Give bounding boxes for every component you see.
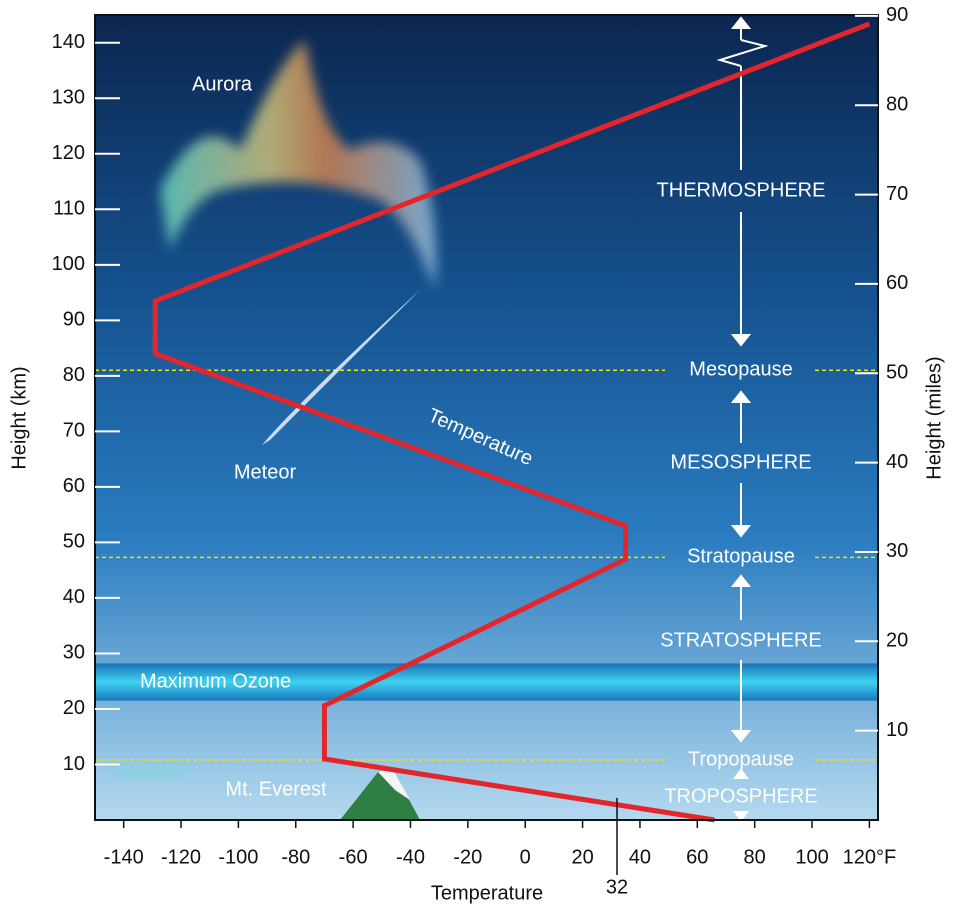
y2-tick-label: 60 (886, 272, 908, 294)
layer-label: TROPOSPHERE (664, 785, 817, 807)
freezing-label: 32 (606, 876, 628, 898)
x-tick-label: -20 (453, 846, 482, 868)
boundary-label: Mesopause (689, 359, 792, 381)
x-tick-label: 100 (795, 846, 828, 868)
y-tick-label: 10 (63, 753, 85, 775)
y2-tick-label: 70 (886, 183, 908, 205)
y-tick-label: 140 (52, 31, 85, 53)
y-tick-label: 120 (52, 142, 85, 164)
y-tick-label: 60 (63, 475, 85, 497)
y-tick-label: 70 (63, 420, 85, 442)
annotation: Mt. Everest (225, 778, 327, 800)
annotation: Aurora (192, 73, 253, 95)
x-tick-label: 0 (520, 846, 531, 868)
x-tick-label: 120°F (843, 846, 897, 868)
y-tick-label: 100 (52, 253, 85, 275)
layer-label: THERMOSPHERE (657, 179, 826, 201)
y-tick-label: 90 (63, 309, 85, 331)
y-tick-label: 50 (63, 531, 85, 553)
chart: Height (km) Height (miles) Temperature M… (0, 0, 957, 909)
y2-axis-label: Height (miles) (923, 356, 945, 479)
y-tick-label: 80 (63, 364, 85, 386)
y-axis-label: Height (km) (8, 366, 30, 469)
y2-tick-label: 20 (886, 630, 908, 652)
y-tick-label: 30 (63, 642, 85, 664)
boundary-label: Tropopause (688, 748, 794, 770)
y2-tick-label: 40 (886, 451, 908, 473)
x-tick-label: 40 (629, 846, 651, 868)
x-tick-label: 20 (571, 846, 593, 868)
y-tick-label: 130 (52, 87, 85, 109)
y2-tick-label: 50 (886, 362, 908, 384)
cloud-graphic (110, 765, 190, 779)
layer-label: STRATOSPHERE (660, 629, 822, 651)
layer-label: MESOSPHERE (670, 451, 811, 473)
x-tick-label: 60 (686, 846, 708, 868)
x-tick-label: -40 (396, 846, 425, 868)
y2-tick-label: 10 (886, 719, 908, 741)
y2-tick-label: 30 (886, 540, 908, 562)
x-axis-label: Temperature (431, 882, 543, 904)
x-tick-label: -80 (281, 846, 310, 868)
y2-tick-label: 90 (886, 4, 908, 26)
x-tick-label: -120 (161, 846, 201, 868)
ozone-label: Maximum Ozone (140, 670, 291, 692)
y-tick-label: 110 (53, 198, 85, 220)
x-tick-label: 80 (744, 846, 766, 868)
annotation: Meteor (234, 461, 297, 483)
y-tick-label: 40 (63, 586, 85, 608)
x-tick-label: -100 (218, 846, 258, 868)
x-tick-label: -140 (104, 846, 144, 868)
y-tick-label: 20 (63, 697, 85, 719)
y2-tick-label: 80 (886, 94, 908, 116)
x-tick-label: -60 (339, 846, 368, 868)
boundary-label: Stratopause (687, 546, 795, 568)
